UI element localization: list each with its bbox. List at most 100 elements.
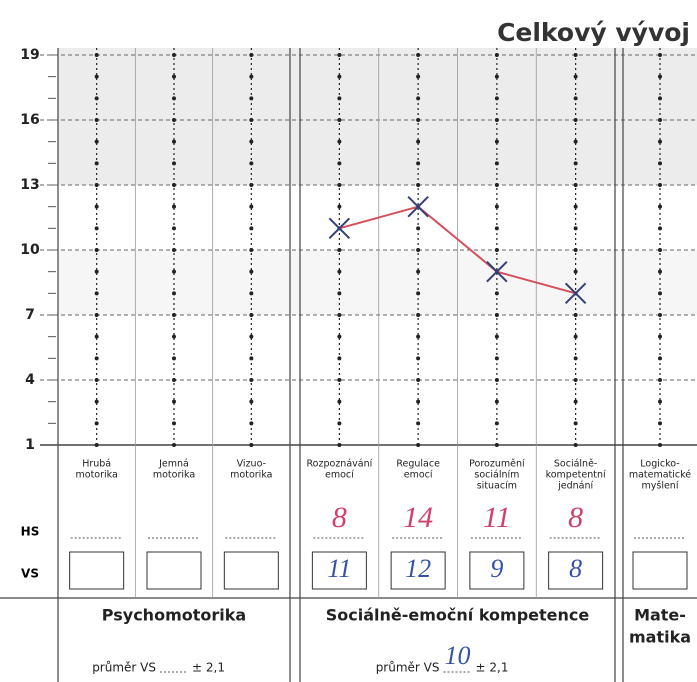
dot: [416, 356, 421, 361]
y-tick-label: 13: [20, 177, 39, 193]
dot: [494, 313, 499, 317]
dot: [416, 248, 421, 252]
vs-box: [223, 551, 279, 590]
dot: [94, 356, 99, 361]
dot: [94, 399, 99, 404]
dot: [658, 204, 662, 209]
subscale-label: Regulace: [396, 459, 440, 470]
dot: [94, 313, 99, 317]
y-tick-label: 16: [20, 112, 39, 128]
dot: [249, 313, 254, 317]
dot: [249, 139, 254, 144]
dot: [494, 399, 499, 404]
dot: [416, 183, 421, 187]
dot: [172, 183, 176, 187]
dot: [172, 269, 176, 274]
vs-box: [390, 551, 446, 590]
dot: [573, 204, 578, 209]
dot: [416, 226, 421, 231]
dot: [249, 356, 254, 361]
dot: [658, 269, 662, 274]
dot: [494, 226, 499, 231]
dot: [337, 356, 342, 361]
dot: [172, 74, 176, 79]
dot: [337, 183, 342, 187]
dot: [416, 291, 421, 296]
dot: [573, 399, 578, 404]
subscale-label: motorika: [230, 470, 272, 481]
average-label: průměr VS: [376, 661, 440, 675]
dot: [658, 53, 662, 57]
dot: [337, 399, 342, 404]
dot: [494, 118, 499, 122]
subscale-label: Vizuo-: [237, 459, 266, 470]
subscale-label: emocí: [404, 470, 433, 481]
dot: [494, 183, 499, 187]
dot: [658, 313, 662, 317]
dot: [658, 74, 662, 79]
dot: [416, 96, 421, 101]
dot: [172, 226, 176, 231]
dot: [172, 334, 176, 339]
dot: [172, 313, 176, 317]
cross-mark: [564, 282, 587, 305]
subscale-label: sociálním: [474, 470, 519, 481]
dot: [337, 74, 342, 79]
dot: [416, 378, 421, 382]
dot: [249, 334, 254, 339]
dot: [658, 378, 662, 382]
cross-mark: [328, 217, 351, 240]
vs-box: [632, 551, 688, 590]
shade: [58, 48, 697, 185]
dot: [249, 96, 254, 101]
dot: [658, 421, 662, 426]
dot: [249, 118, 254, 122]
dot: [249, 248, 254, 252]
dot: [337, 378, 342, 382]
dot: [658, 226, 662, 231]
dot: [249, 74, 254, 79]
dot: [337, 291, 342, 296]
dot: [416, 118, 421, 122]
subscale-label: motorika: [76, 470, 118, 481]
dot: [249, 183, 254, 187]
dot: [172, 96, 176, 101]
y-tick-label: 7: [25, 307, 35, 323]
dot: [94, 118, 99, 122]
dot: [416, 269, 421, 274]
dot: [658, 443, 662, 447]
dot: [249, 53, 254, 57]
dot: [94, 161, 99, 166]
row-label: HS: [21, 525, 40, 539]
dot: [249, 204, 254, 209]
dot: [573, 53, 578, 57]
dot: [172, 399, 176, 404]
dot: [494, 421, 499, 426]
dot: [337, 139, 342, 144]
subscale-label: Sociálně-: [554, 459, 597, 470]
cross-mark: [486, 260, 508, 283]
dot: [573, 356, 578, 361]
dot: [94, 378, 99, 382]
y-tick-label: 19: [20, 47, 39, 63]
group-name: Sociálně-emoční kompetence: [326, 606, 590, 625]
dot: [94, 443, 99, 447]
dot: [494, 334, 499, 339]
subscale-label: Hrubá: [82, 459, 111, 470]
average-label: průměr VS: [92, 661, 156, 675]
vs-value: 8: [569, 554, 582, 583]
dot: [94, 334, 99, 339]
vs-value: 12: [405, 554, 431, 583]
y-tick-label: 4: [25, 372, 35, 388]
dot: [658, 183, 662, 187]
dot: [573, 96, 578, 101]
dot: [658, 399, 662, 404]
dot: [249, 399, 254, 404]
dot: [172, 248, 176, 252]
profile-line: [339, 205, 576, 295]
dot: [172, 139, 176, 144]
dot: [658, 334, 662, 339]
group-name: Psychomotorika: [102, 606, 246, 625]
subscale-label: Logicko-: [640, 459, 679, 470]
dot: [337, 204, 342, 209]
